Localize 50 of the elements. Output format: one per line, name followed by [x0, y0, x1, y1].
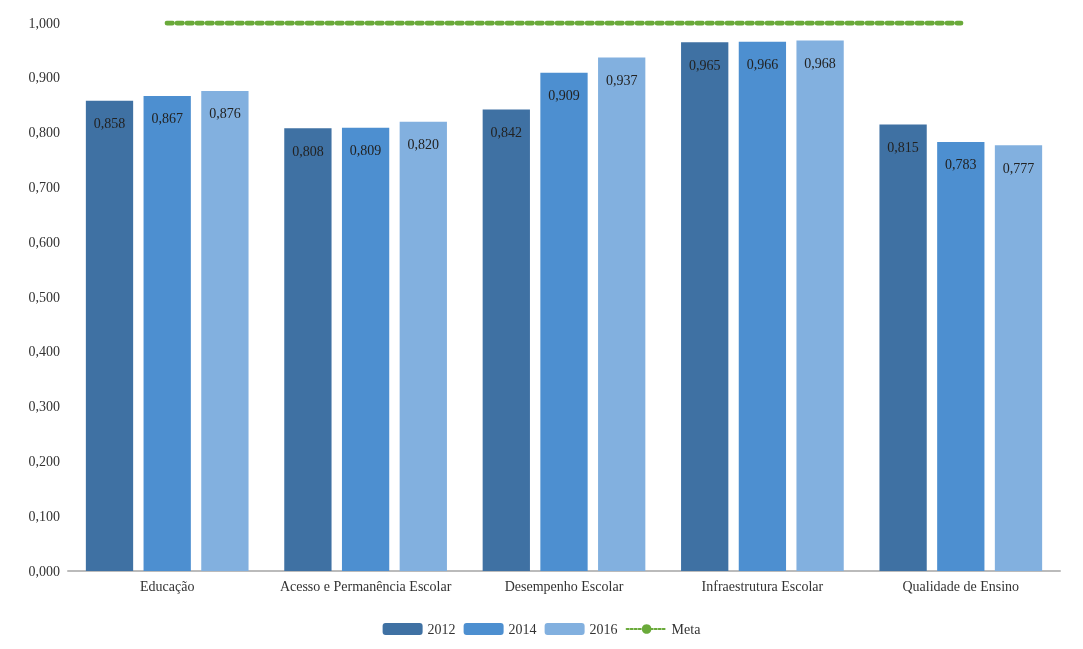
bar: [879, 124, 927, 571]
y-tick-label: 0,200: [28, 453, 60, 469]
bar: [540, 72, 588, 571]
data-label: 0,842: [490, 125, 523, 141]
x-tick-label: Qualidade de Ensino: [902, 578, 1020, 594]
data-label: 0,909: [548, 88, 580, 104]
data-label: 0,815: [887, 139, 919, 155]
bar: [796, 40, 844, 571]
data-label: 0,867: [151, 111, 183, 127]
legend-label: Meta: [671, 621, 702, 637]
data-label: 0,820: [407, 137, 440, 153]
x-tick-label: Acesso e Permanência Escolar: [279, 578, 452, 594]
x-tick-label: Desempenho Escolar: [504, 578, 624, 594]
data-label: 0,968: [804, 56, 836, 72]
bar: [284, 128, 332, 571]
y-tick-label: 1,000: [28, 15, 60, 31]
y-tick-label: 0,900: [28, 70, 60, 86]
y-tick-label: 0,600: [28, 234, 60, 250]
data-label: 0,858: [93, 116, 126, 132]
bar: [201, 90, 249, 571]
y-tick-label: 0,700: [28, 179, 60, 195]
legend-label: 2014: [508, 621, 537, 637]
legend-label: 2016: [589, 621, 618, 637]
data-label: 0,966: [746, 57, 779, 73]
y-tick-label: 0,500: [28, 289, 60, 305]
legend-label: 2012: [427, 621, 456, 637]
y-tick-label: 0,300: [28, 399, 60, 415]
data-label: 0,777: [1002, 160, 1035, 176]
x-tick-label: Educação: [139, 578, 195, 594]
bar: [681, 42, 729, 571]
data-label: 0,809: [349, 143, 382, 159]
y-tick-label: 0,100: [28, 508, 60, 524]
data-label: 0,937: [605, 73, 638, 89]
x-tick-label: Infraestrutura Escolar: [701, 578, 824, 594]
bar: [937, 141, 985, 571]
bar: [738, 41, 787, 571]
bar: [341, 127, 390, 571]
data-label: 0,876: [209, 106, 241, 122]
bar: [482, 109, 530, 571]
data-label: 0,965: [688, 57, 721, 73]
bar: [598, 57, 646, 571]
bar: [143, 95, 191, 571]
y-tick-label: 0,000: [28, 563, 60, 579]
bar: [994, 145, 1043, 571]
bar: [399, 121, 447, 571]
y-tick-label: 0,800: [28, 125, 60, 141]
data-label: 0,783: [945, 157, 977, 173]
bar: [85, 100, 134, 571]
y-tick-label: 0,400: [28, 344, 60, 360]
data-label: 0,808: [292, 143, 324, 159]
